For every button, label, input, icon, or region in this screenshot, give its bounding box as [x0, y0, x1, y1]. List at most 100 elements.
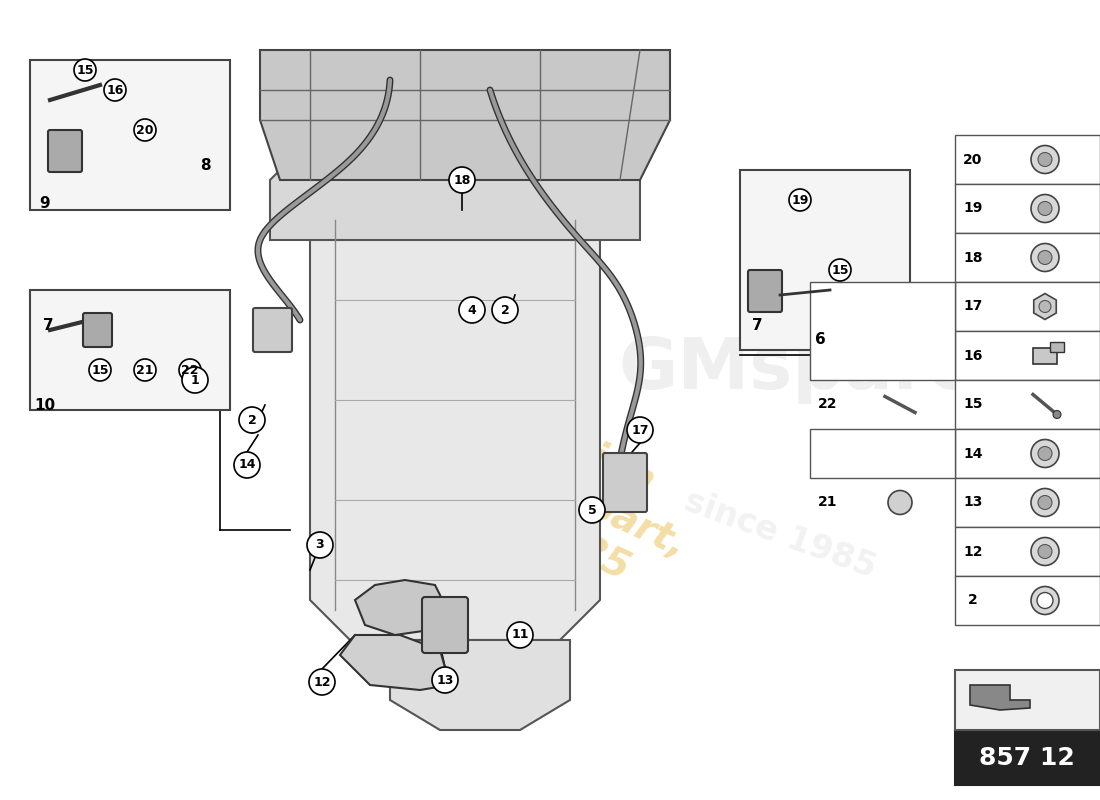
FancyBboxPatch shape	[603, 453, 647, 512]
Bar	[955, 282, 1100, 331]
Bar	[1050, 342, 1064, 351]
Bar	[955, 730, 1100, 785]
Circle shape	[182, 367, 208, 393]
Text: 7: 7	[751, 318, 762, 333]
Text: 5: 5	[587, 503, 596, 517]
Text: 22: 22	[182, 363, 199, 377]
Polygon shape	[260, 50, 670, 180]
Text: 2: 2	[968, 594, 978, 607]
Text: 19: 19	[964, 202, 982, 215]
Text: 15: 15	[76, 63, 94, 77]
Text: 7: 7	[43, 318, 53, 333]
Bar	[955, 527, 1100, 576]
Bar	[30, 290, 230, 410]
Text: 14: 14	[964, 446, 982, 461]
Bar	[955, 184, 1100, 233]
Circle shape	[1038, 545, 1052, 558]
Circle shape	[1038, 446, 1052, 461]
Text: 22: 22	[818, 398, 838, 411]
Text: since 1985: since 1985	[680, 485, 880, 585]
Polygon shape	[970, 685, 1030, 710]
Circle shape	[134, 119, 156, 141]
Text: 17: 17	[631, 423, 649, 437]
Text: 15: 15	[832, 263, 849, 277]
Circle shape	[1031, 146, 1059, 174]
Polygon shape	[1034, 294, 1056, 319]
Bar	[955, 670, 1100, 730]
Polygon shape	[270, 140, 640, 240]
Circle shape	[1038, 153, 1052, 166]
Text: 2: 2	[500, 303, 509, 317]
FancyBboxPatch shape	[48, 130, 82, 172]
Text: 6: 6	[815, 333, 825, 347]
Text: 20: 20	[136, 123, 154, 137]
Polygon shape	[355, 580, 446, 635]
Text: 3: 3	[316, 538, 324, 551]
Text: 15: 15	[964, 398, 982, 411]
Text: 11: 11	[512, 629, 529, 642]
Polygon shape	[340, 635, 450, 690]
Text: 12: 12	[314, 675, 331, 689]
Text: 17: 17	[964, 299, 982, 314]
Circle shape	[829, 259, 851, 281]
Circle shape	[1031, 538, 1059, 566]
Text: 14: 14	[239, 458, 255, 471]
Text: 16: 16	[107, 83, 123, 97]
Circle shape	[579, 497, 605, 523]
Text: 16: 16	[964, 349, 982, 362]
Bar	[810, 429, 955, 478]
Circle shape	[1031, 243, 1059, 271]
Text: 2: 2	[248, 414, 256, 426]
Bar	[955, 380, 1100, 429]
Text: 857 12: 857 12	[979, 746, 1075, 770]
Circle shape	[1031, 439, 1059, 467]
Polygon shape	[310, 200, 600, 640]
Circle shape	[104, 79, 126, 101]
Bar	[955, 331, 1100, 380]
Bar	[1033, 347, 1057, 363]
Circle shape	[74, 59, 96, 81]
Circle shape	[789, 189, 811, 211]
Circle shape	[179, 359, 201, 381]
Circle shape	[1038, 202, 1052, 215]
Circle shape	[1037, 593, 1053, 609]
Circle shape	[627, 417, 653, 443]
Text: 13: 13	[964, 495, 982, 510]
Text: 12: 12	[964, 545, 982, 558]
Circle shape	[134, 359, 156, 381]
FancyBboxPatch shape	[253, 308, 292, 352]
Text: 18: 18	[453, 174, 471, 186]
FancyBboxPatch shape	[748, 270, 782, 312]
Text: 1: 1	[190, 374, 199, 386]
Text: a passion
for every part,
since 1985: a passion for every part, since 1985	[368, 355, 712, 605]
FancyBboxPatch shape	[422, 597, 468, 653]
Circle shape	[307, 532, 333, 558]
Bar	[955, 576, 1100, 625]
Circle shape	[459, 297, 485, 323]
Circle shape	[239, 407, 265, 433]
Polygon shape	[390, 640, 570, 730]
Text: 15: 15	[91, 363, 109, 377]
Circle shape	[432, 667, 458, 693]
Text: 9: 9	[40, 197, 51, 211]
Bar	[955, 478, 1100, 527]
Text: 21: 21	[136, 363, 154, 377]
Circle shape	[89, 359, 111, 381]
Circle shape	[1053, 410, 1062, 418]
Text: 19: 19	[791, 194, 808, 206]
Bar	[955, 429, 1100, 478]
Circle shape	[492, 297, 518, 323]
Bar	[810, 282, 955, 380]
Circle shape	[449, 167, 475, 193]
Bar	[955, 233, 1100, 282]
Text: 13: 13	[437, 674, 453, 686]
Circle shape	[1031, 489, 1059, 517]
Circle shape	[888, 490, 912, 514]
Text: 18: 18	[964, 250, 982, 265]
Circle shape	[1038, 250, 1052, 265]
Circle shape	[1038, 495, 1052, 510]
Text: GMspares: GMspares	[619, 335, 1021, 405]
Bar	[30, 60, 230, 210]
Circle shape	[507, 622, 534, 648]
Bar	[740, 170, 910, 350]
